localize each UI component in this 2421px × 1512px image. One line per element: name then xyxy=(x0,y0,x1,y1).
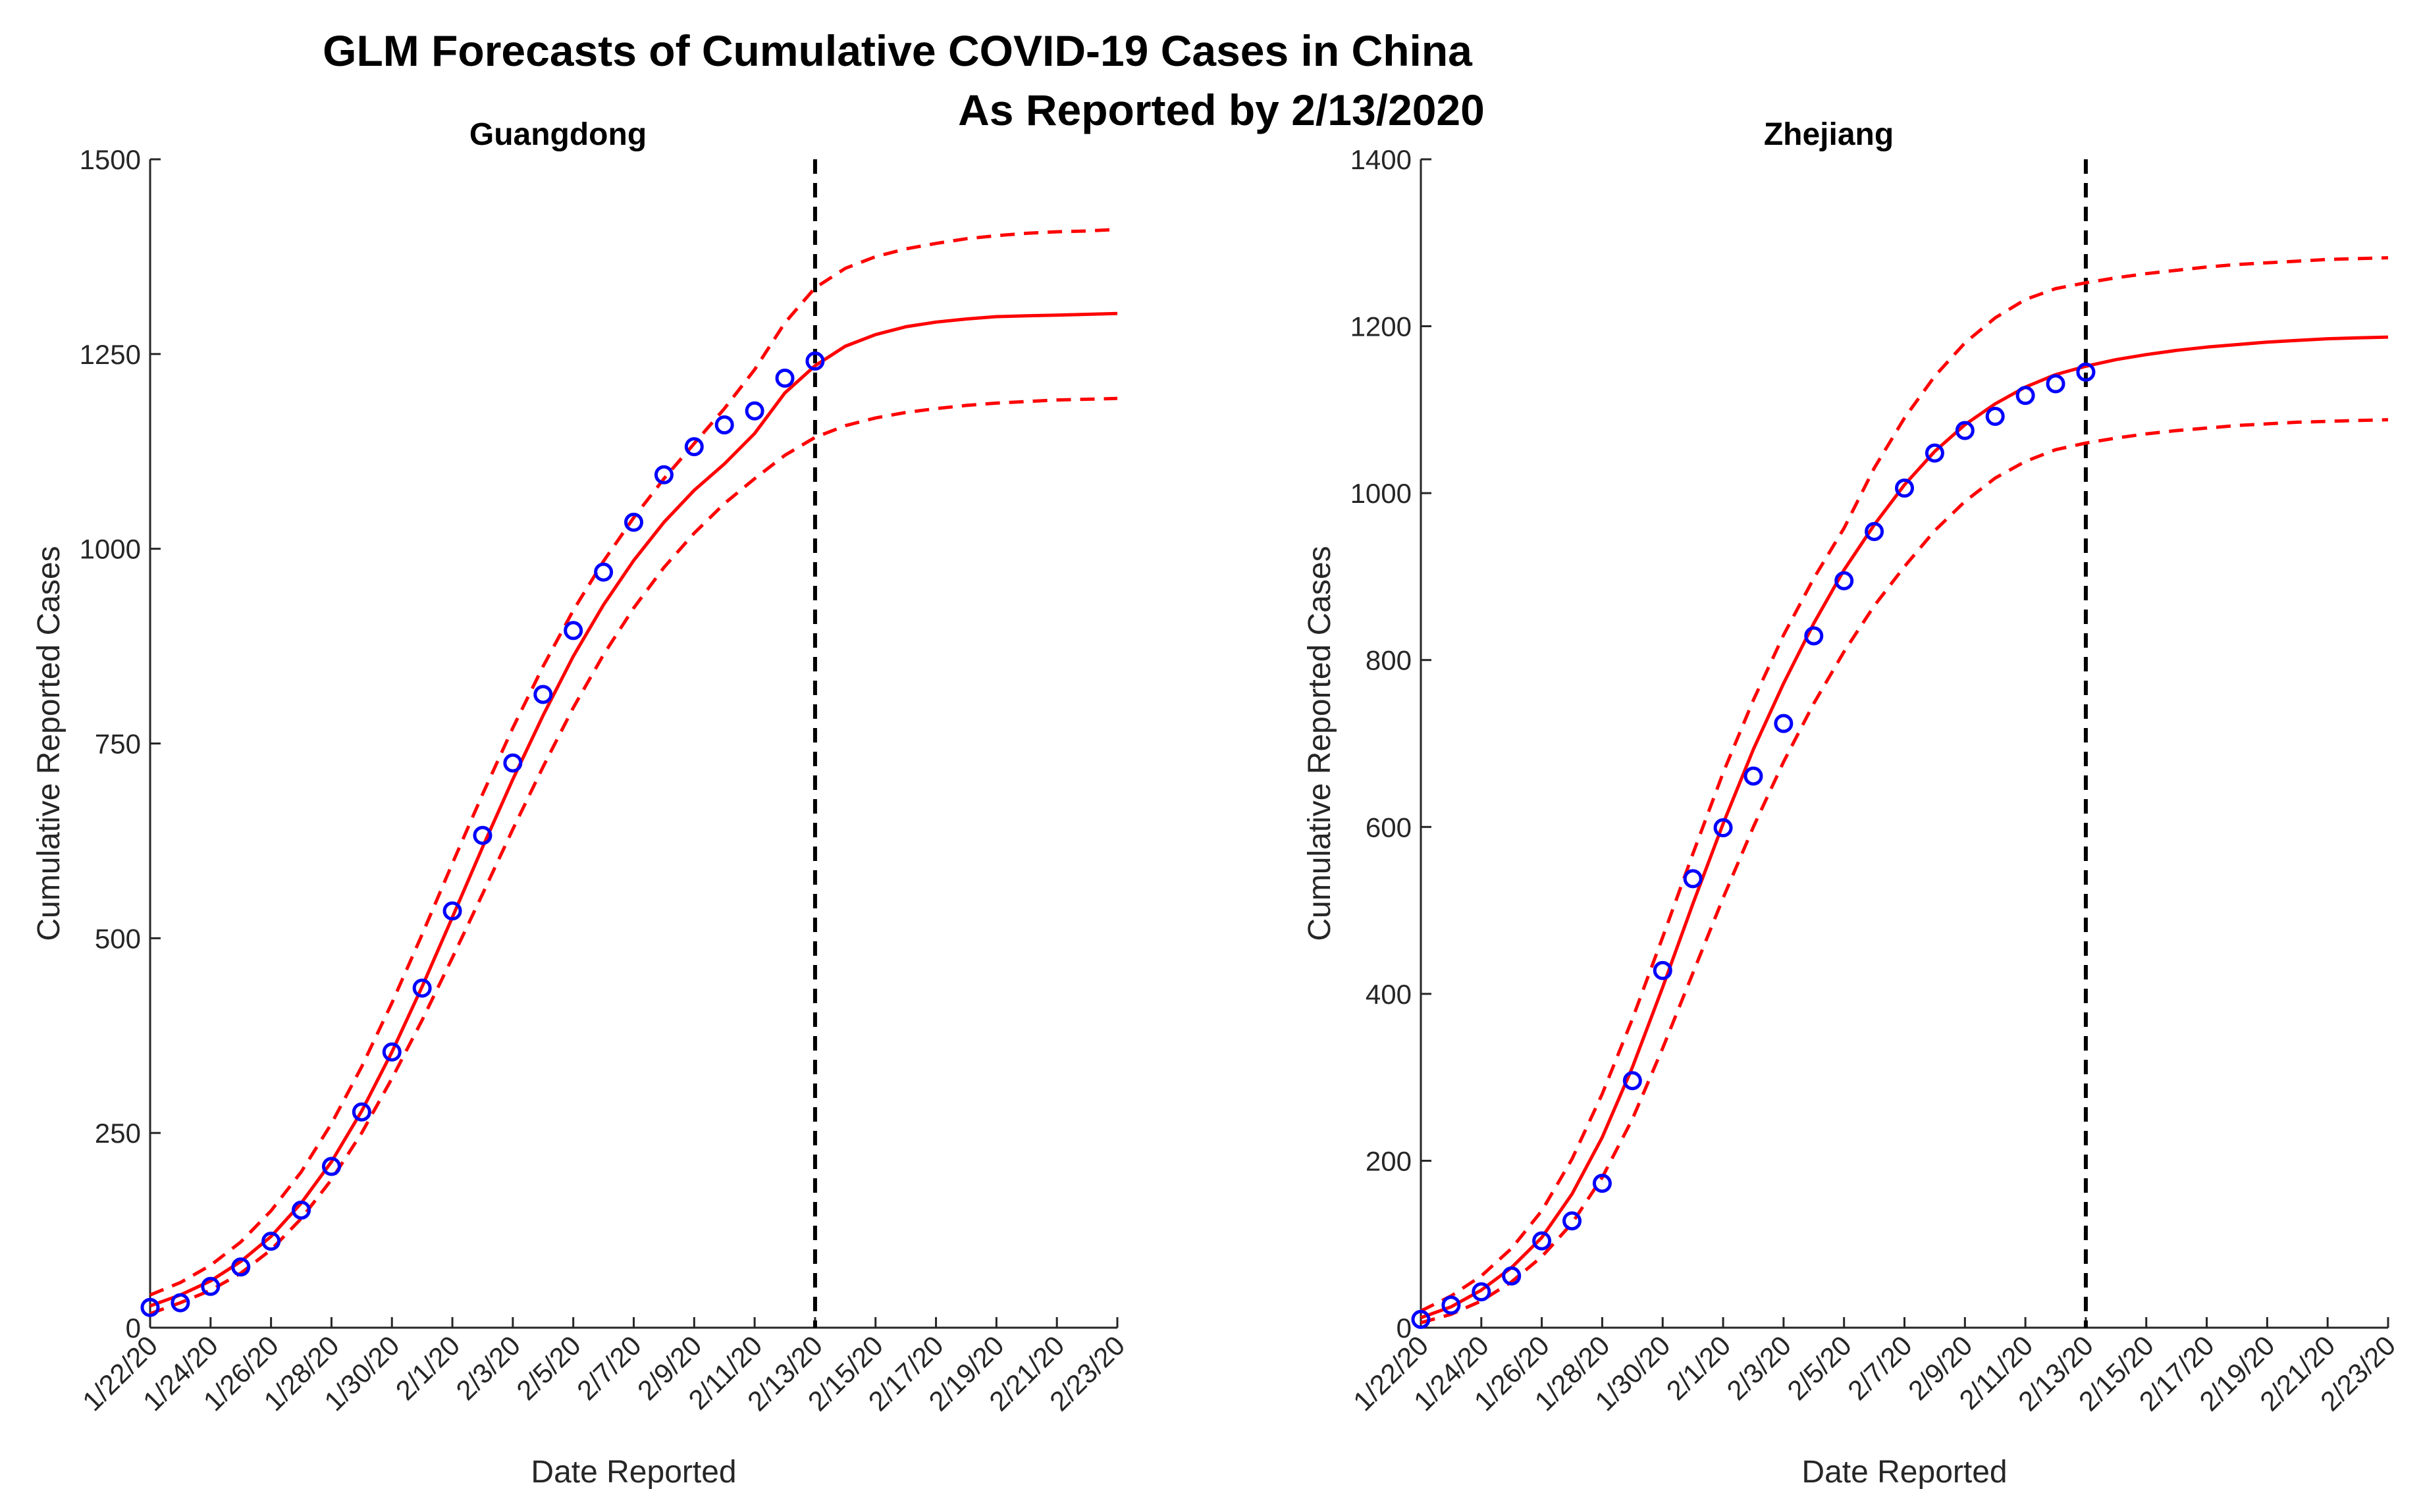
observed-point xyxy=(1955,421,1975,440)
y-tick-label: 750 xyxy=(95,729,141,760)
y-tick-label: 0 xyxy=(1397,1313,1412,1343)
observed-point xyxy=(1562,1211,1582,1231)
observed-point xyxy=(805,351,825,371)
lower-interval-line xyxy=(1420,418,2389,1324)
observed-point xyxy=(1834,571,1854,590)
observed-point xyxy=(1895,479,1914,498)
observed-point xyxy=(1653,960,1672,980)
observed-point xyxy=(533,685,553,704)
observed-point xyxy=(564,621,583,640)
observed-point xyxy=(442,901,462,921)
figure-title-line2: As Reported by 2/13/2020 xyxy=(958,86,1485,134)
y-tick-label: 1200 xyxy=(1350,311,1412,342)
observed-point xyxy=(140,1297,160,1317)
y-tick-label: 500 xyxy=(95,923,141,954)
x-tick-label: 2/7/20 xyxy=(571,1330,647,1406)
observed-point xyxy=(382,1042,402,1062)
observed-point xyxy=(231,1257,251,1277)
y-tick-label: 1400 xyxy=(1350,144,1412,175)
observed-point xyxy=(624,512,643,532)
x-tick-label: 2/3/20 xyxy=(1720,1330,1797,1406)
observed-point xyxy=(1774,714,1794,733)
observed-point xyxy=(594,562,614,582)
y-axis-label: Cumulative Reported Cases xyxy=(1302,546,1337,941)
x-tick-label: 2/7/20 xyxy=(1842,1330,1918,1406)
observed-point xyxy=(473,825,492,845)
x-axis-label: Date Reported xyxy=(1801,1455,2007,1490)
observed-point xyxy=(352,1102,371,1122)
observed-point xyxy=(171,1293,190,1313)
fit-line xyxy=(1420,335,2389,1320)
y-tick-label: 800 xyxy=(1366,645,1412,676)
y-axis-label: Cumulative Reported Cases xyxy=(32,546,67,941)
fit-line xyxy=(149,311,1118,1308)
observed-point xyxy=(1592,1174,1612,1193)
y-tick-label: 1250 xyxy=(80,339,141,370)
y-tick-label: 1500 xyxy=(80,144,141,175)
observed-point xyxy=(412,978,432,998)
zhejiang-panel: 02004006008001000120014001/22/201/24/201… xyxy=(1302,117,2401,1490)
observed-point xyxy=(2046,374,2065,394)
panel-title: Zhejiang xyxy=(1764,117,1894,152)
panel-title: Guangdong xyxy=(469,117,647,152)
observed-point xyxy=(292,1200,311,1220)
observed-point xyxy=(503,753,523,773)
observed-point xyxy=(261,1232,281,1251)
observed-point xyxy=(714,415,734,435)
y-tick-label: 1000 xyxy=(80,534,141,565)
observed-point xyxy=(1683,869,1703,889)
x-tick-label: 2/5/20 xyxy=(510,1330,587,1406)
observed-point xyxy=(745,401,764,421)
x-tick-label: 2/3/20 xyxy=(450,1330,526,1406)
observed-point xyxy=(1743,766,1763,786)
observed-point xyxy=(1865,521,1884,541)
x-axis-label: Date Reported xyxy=(531,1455,736,1490)
y-tick-label: 250 xyxy=(95,1118,141,1149)
observed-point xyxy=(684,437,704,457)
observed-point xyxy=(1502,1266,1522,1286)
observed-point xyxy=(1441,1295,1461,1315)
observed-point xyxy=(1713,818,1733,838)
y-tick-label: 600 xyxy=(1366,812,1412,843)
observed-point xyxy=(654,465,674,484)
observed-point xyxy=(1985,407,2005,426)
observed-point xyxy=(2015,386,2035,405)
x-tick-label: 2/1/20 xyxy=(1661,1330,1737,1406)
observed-point xyxy=(1472,1282,1491,1301)
lower-interval-line xyxy=(149,396,1118,1316)
figure-title-line1: GLM Forecasts of Cumulative COVID-19 Cas… xyxy=(323,26,1473,75)
observed-point xyxy=(1532,1231,1552,1251)
y-tick-label: 1000 xyxy=(1350,478,1412,509)
observed-point xyxy=(201,1276,221,1296)
x-tick-label: 2/1/20 xyxy=(390,1330,466,1406)
observed-point xyxy=(1622,1071,1642,1091)
observed-point xyxy=(1925,443,1944,463)
observed-point xyxy=(1411,1309,1431,1329)
y-tick-label: 400 xyxy=(1366,979,1412,1010)
upper-interval-line xyxy=(1420,256,2389,1313)
y-tick-label: 200 xyxy=(1366,1145,1412,1176)
y-tick-label: 0 xyxy=(126,1313,141,1343)
upper-interval-line xyxy=(149,228,1118,1297)
x-tick-label: 2/5/20 xyxy=(1781,1330,1857,1406)
observed-point xyxy=(775,369,795,388)
observed-point xyxy=(321,1157,341,1176)
observed-point xyxy=(1804,626,1824,646)
observed-point xyxy=(2076,362,2096,382)
guangdong-panel: 02505007501000125015001/22/201/24/201/26… xyxy=(32,117,1131,1490)
